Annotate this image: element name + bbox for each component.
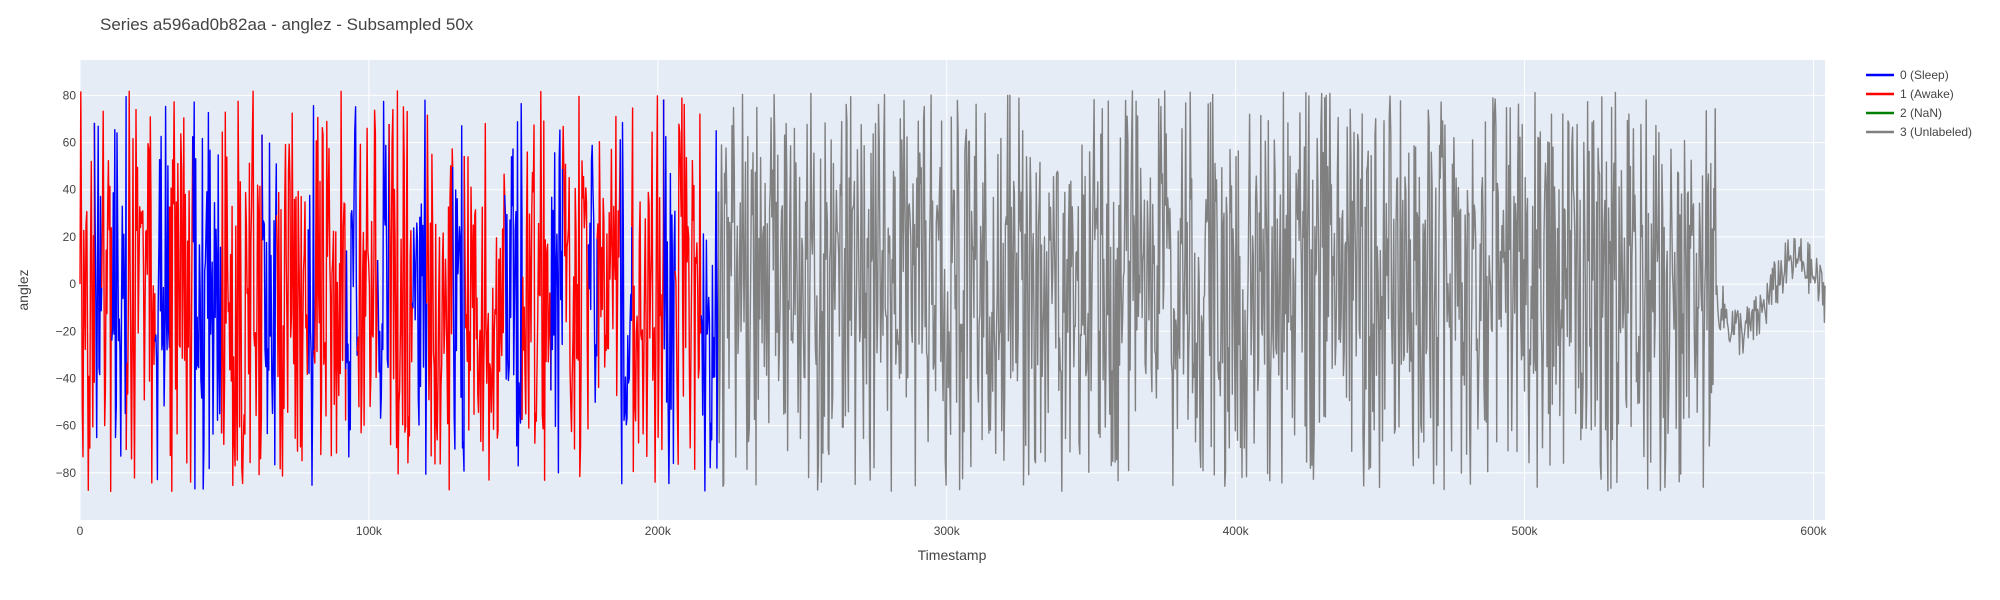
series-segment-0 <box>662 99 676 485</box>
x-tick-label: 300k <box>934 524 961 538</box>
legend-item[interactable]: 3 (Unlabeled) <box>1866 125 1972 139</box>
x-tick-label: 100k <box>356 524 383 538</box>
y-tick-label: −80 <box>56 466 77 480</box>
y-tick-label: −40 <box>56 371 77 385</box>
y-axis-label: anglez <box>15 269 31 310</box>
series-segment-1 <box>388 90 413 475</box>
series-segment-0 <box>550 129 564 474</box>
series-segment-1 <box>313 90 347 457</box>
y-tick-label: −20 <box>56 324 77 338</box>
series-segment-1 <box>674 97 702 470</box>
series-segment-1 <box>101 110 113 493</box>
legend-label: 2 (NaN) <box>1900 106 1942 120</box>
series-segment-0 <box>307 105 315 486</box>
chart-title: Series a596ad0b82aa - anglez - Subsample… <box>100 15 474 34</box>
series-segment-0 <box>345 106 359 458</box>
series-segment-0 <box>587 144 598 403</box>
legend-item[interactable]: 2 (NaN) <box>1866 106 1942 120</box>
series-segment-0 <box>452 125 465 472</box>
series-segment-1 <box>463 122 506 481</box>
series-segment-3 <box>1714 108 1826 356</box>
y-tick-label: 40 <box>63 183 77 197</box>
series-segment-1 <box>125 90 156 484</box>
y-tick-label: 0 <box>69 277 76 291</box>
y-axis-ticks: −80 −60 −40 −20 0 20 40 60 80 <box>56 88 77 479</box>
series-segment-0 <box>700 130 720 492</box>
series-segment-0 <box>504 103 523 467</box>
series-segment-1 <box>596 115 621 397</box>
x-tick-label: 600k <box>1800 524 1827 538</box>
series-segment-0 <box>192 101 223 490</box>
y-tick-label: 60 <box>63 136 77 150</box>
series-segment-1 <box>79 91 96 491</box>
legend-label: 1 (Awake) <box>1900 87 1954 101</box>
series-segment-0 <box>93 122 103 439</box>
series-segment-0 <box>111 95 127 457</box>
series-segment-0 <box>261 134 278 466</box>
x-tick-label: 400k <box>1223 524 1250 538</box>
series-segment-1 <box>356 109 379 434</box>
legend-label: 0 (Sleep) <box>1900 68 1949 82</box>
series-segment-1 <box>275 112 309 477</box>
x-axis-label: Timestamp <box>918 547 987 563</box>
series-segment-1 <box>426 114 454 491</box>
x-tick-label: 500k <box>1512 524 1539 538</box>
series-segment-1 <box>220 90 263 487</box>
series-layer <box>79 90 1826 493</box>
series-segment-0 <box>411 99 428 475</box>
x-axis-ticks: 0 100k 200k 300k 400k 500k 600k <box>77 524 1828 538</box>
series-segment-1 <box>631 95 665 483</box>
y-tick-label: −60 <box>56 419 77 433</box>
legend-item[interactable]: 0 (Sleep) <box>1866 68 1949 82</box>
series-segment-1 <box>561 95 590 478</box>
x-tick-label: 0 <box>77 524 84 538</box>
x-tick-label: 200k <box>645 524 672 538</box>
y-tick-label: 80 <box>63 88 77 102</box>
legend-item[interactable]: 1 (Awake) <box>1866 87 1954 101</box>
y-tick-label: 20 <box>63 230 77 244</box>
legend-label: 3 (Unlabeled) <box>1900 125 1972 139</box>
series-segment-3 <box>717 90 1716 492</box>
series-segment-0 <box>619 121 633 485</box>
series-segment-0 <box>376 100 390 419</box>
series-segment-1 <box>521 90 552 481</box>
series-segment-0 <box>154 105 171 481</box>
legend[interactable]: 0 (Sleep) 1 (Awake) 2 (NaN) 3 (Unlabeled) <box>1866 68 1972 139</box>
series-segment-1 <box>168 101 194 492</box>
